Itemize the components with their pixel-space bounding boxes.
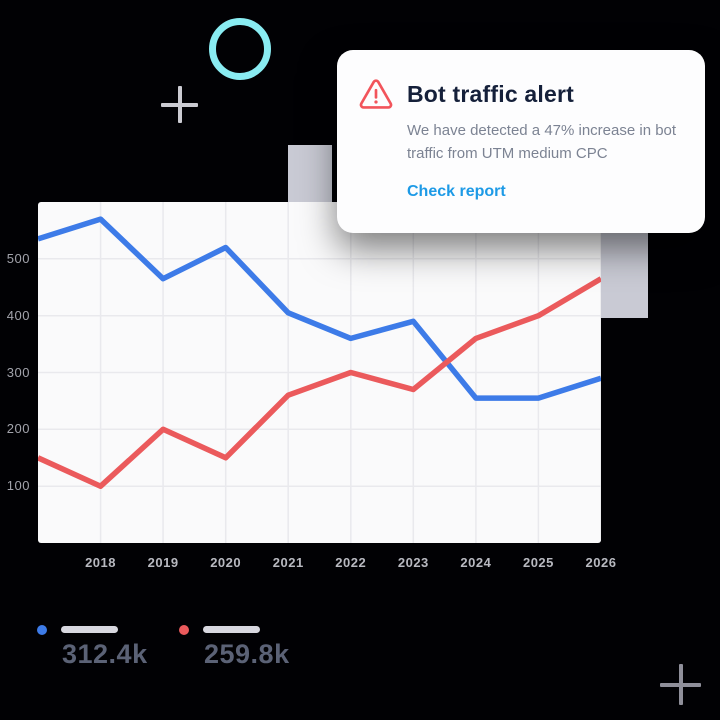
x-tick-label: 2018 (85, 555, 116, 570)
x-tick-label: 2026 (585, 555, 617, 570)
traffic-chart-card (38, 202, 601, 543)
y-tick-label: 300 (6, 364, 30, 380)
y-tick-label: 400 (6, 307, 30, 323)
plus-icon (161, 86, 198, 123)
x-tick-label: 2020 (210, 555, 242, 570)
y-tick-label: 500 (6, 250, 30, 266)
legend-value: 312.4k (62, 639, 148, 669)
legend-label-placeholder-bar (203, 626, 260, 633)
x-tick-label: 2022 (335, 555, 367, 570)
series-line-blue (38, 216, 601, 401)
plus-vertical-bar (678, 664, 683, 705)
background-rectangle (596, 228, 648, 318)
x-tick-label: 2023 (397, 555, 429, 570)
y-tick-label: 200 (6, 421, 30, 437)
x-tick-label: 2021 (272, 555, 304, 570)
legend-value: 259.8k (204, 639, 290, 669)
plus-vertical-bar (177, 86, 182, 123)
bot-traffic-alert-card: Bot traffic alert We have detected a 47%… (337, 50, 705, 233)
series-line-red (38, 276, 601, 489)
plus-icon (660, 664, 701, 705)
x-tick-label: 2019 (147, 555, 179, 570)
legend-dot-red (179, 625, 189, 635)
x-tick-label: 2024 (460, 555, 492, 570)
x-tick-label: 2025 (522, 555, 554, 570)
warning-triangle-icon (359, 79, 393, 109)
alert-title: Bot traffic alert (407, 81, 574, 107)
check-report-link[interactable]: Check report (407, 183, 506, 200)
y-tick-label: 100 (6, 478, 30, 494)
legend-dot-blue (37, 625, 47, 635)
traffic-line-chart (38, 202, 601, 543)
alert-message: We have detected a 47% increase in bot t… (407, 122, 677, 162)
circle-decoration-icon (209, 18, 271, 80)
legend-label-placeholder-bar (61, 626, 118, 633)
